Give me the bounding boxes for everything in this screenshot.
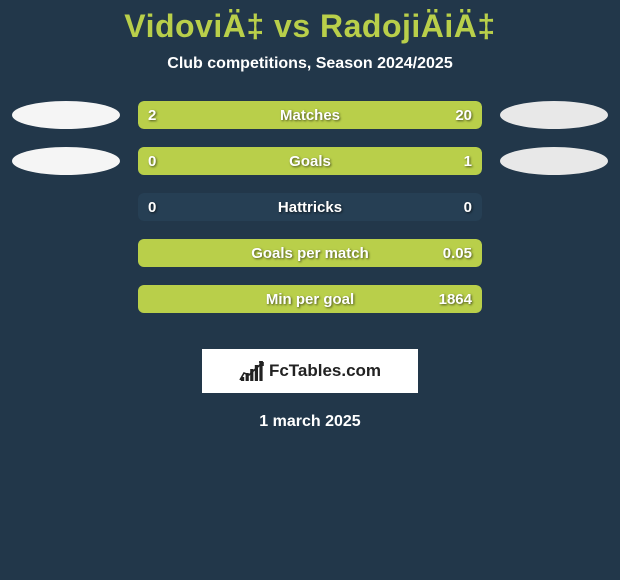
spacer bbox=[500, 285, 608, 313]
stat-right-value: 0.05 bbox=[443, 239, 472, 267]
spacer bbox=[500, 193, 608, 221]
stat-label: Matches bbox=[138, 101, 482, 129]
logo-box: FcTables.com bbox=[202, 349, 418, 393]
stat-row: Goals per match0.05 bbox=[12, 239, 608, 267]
spacer bbox=[12, 193, 120, 221]
stat-bar: 0Hattricks0 bbox=[138, 193, 482, 221]
spacer bbox=[500, 239, 608, 267]
spacer bbox=[12, 285, 120, 313]
stat-rows: 2Matches200Goals10Hattricks0Goals per ma… bbox=[0, 101, 620, 331]
stat-row: 0Hattricks0 bbox=[12, 193, 608, 221]
page-subtitle: Club competitions, Season 2024/2025 bbox=[0, 55, 620, 73]
player-right-ellipse bbox=[500, 101, 608, 129]
stat-row: 2Matches20 bbox=[12, 101, 608, 129]
chart-icon bbox=[239, 361, 265, 381]
stat-right-value: 1864 bbox=[439, 285, 472, 313]
stat-row: 0Goals1 bbox=[12, 147, 608, 175]
stat-bar: 2Matches20 bbox=[138, 101, 482, 129]
player-left-ellipse bbox=[12, 101, 120, 129]
logo-text: FcTables.com bbox=[269, 361, 381, 381]
stat-right-value: 1 bbox=[464, 147, 472, 175]
spacer bbox=[12, 239, 120, 267]
stat-label: Hattricks bbox=[138, 193, 482, 221]
stat-label: Min per goal bbox=[138, 285, 482, 313]
stat-bar: Min per goal1864 bbox=[138, 285, 482, 313]
stat-label: Goals bbox=[138, 147, 482, 175]
page-title: VidoviÄ‡ vs RadojiÄiÄ‡ bbox=[0, 8, 620, 45]
stat-bar: Goals per match0.05 bbox=[138, 239, 482, 267]
stat-label: Goals per match bbox=[138, 239, 482, 267]
stat-row: Min per goal1864 bbox=[12, 285, 608, 313]
date-line: 1 march 2025 bbox=[0, 413, 620, 431]
stat-right-value: 0 bbox=[464, 193, 472, 221]
player-left-ellipse bbox=[12, 147, 120, 175]
comparison-container: VidoviÄ‡ vs RadojiÄiÄ‡ Club competitions… bbox=[0, 0, 620, 431]
stat-right-value: 20 bbox=[455, 101, 472, 129]
stat-bar: 0Goals1 bbox=[138, 147, 482, 175]
player-right-ellipse bbox=[500, 147, 608, 175]
